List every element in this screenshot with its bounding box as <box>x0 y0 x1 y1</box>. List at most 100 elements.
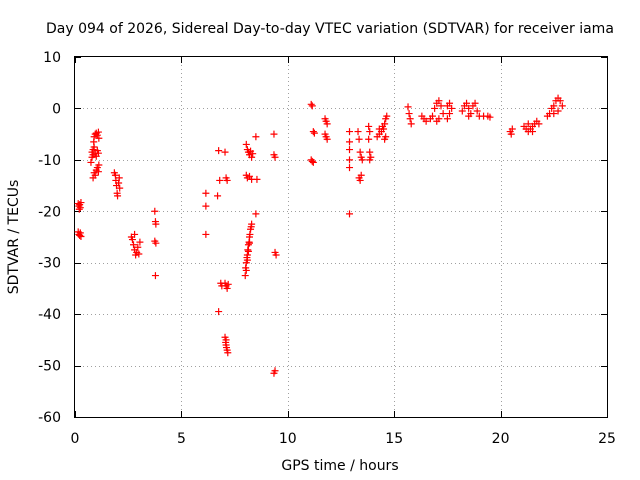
data-point <box>115 179 123 187</box>
data-point <box>429 112 437 120</box>
data-point <box>202 189 210 197</box>
data-point <box>91 171 99 179</box>
data-point <box>95 134 103 142</box>
data-point <box>354 128 362 136</box>
data-point <box>404 103 412 111</box>
data-point <box>242 266 250 274</box>
data-point <box>214 192 222 200</box>
data-point <box>136 238 144 246</box>
data-point <box>356 148 364 156</box>
data-point <box>471 99 479 107</box>
data-point <box>245 239 253 247</box>
data-point <box>242 140 250 148</box>
data-point <box>152 239 160 247</box>
y-axis-label: SDTVAR / TECUs <box>6 180 22 295</box>
data-point <box>446 110 454 118</box>
x-tick-label: 5 <box>177 431 186 447</box>
plot-frame <box>74 56 608 418</box>
data-point <box>216 176 224 184</box>
x-axis-label: GPS time / hours <box>281 458 398 474</box>
data-point <box>253 175 261 183</box>
data-point <box>443 115 451 123</box>
data-point <box>433 117 441 125</box>
data-point <box>151 272 159 280</box>
data-point <box>114 192 122 200</box>
data-point <box>202 202 210 210</box>
data-point <box>508 125 516 133</box>
data-point <box>365 122 373 130</box>
data-point <box>366 128 374 136</box>
data-point <box>473 107 481 115</box>
data-point <box>465 112 473 120</box>
data-point <box>321 130 329 138</box>
data-point <box>437 102 445 110</box>
data-point <box>271 153 279 161</box>
data-point <box>550 110 558 118</box>
data-point <box>90 143 98 151</box>
data-point <box>356 176 364 184</box>
data-point <box>93 131 101 139</box>
data-point <box>243 256 251 264</box>
data-point <box>486 113 494 121</box>
data-point <box>556 97 564 105</box>
data-point <box>94 149 102 157</box>
data-point <box>77 199 85 207</box>
data-point <box>215 308 223 316</box>
data-point <box>115 174 123 182</box>
data-point <box>130 241 138 249</box>
data-point <box>131 230 139 238</box>
data-point <box>248 153 256 161</box>
data-point <box>405 110 413 118</box>
data-point <box>431 104 439 112</box>
axis-ticks <box>75 57 608 418</box>
data-point <box>422 117 430 125</box>
data-point <box>248 220 256 228</box>
data-point <box>76 229 84 237</box>
data-point <box>554 107 562 115</box>
x-tick-label: 0 <box>71 431 80 447</box>
data-point <box>381 135 389 143</box>
data-point <box>152 220 160 228</box>
data-point <box>358 156 366 164</box>
data-point <box>346 146 354 154</box>
data-point <box>558 102 566 110</box>
data-point <box>202 230 210 238</box>
data-point <box>309 128 317 136</box>
data-point <box>323 120 331 128</box>
data-point <box>529 128 537 136</box>
data-point <box>346 128 354 136</box>
y-tick-label: -30 <box>38 256 61 272</box>
data-point <box>448 104 456 112</box>
data-point <box>383 112 391 120</box>
data-point <box>406 115 414 123</box>
y-tick-label: -10 <box>38 153 61 169</box>
data-point <box>346 164 354 172</box>
data-point <box>94 168 102 176</box>
data-point <box>244 246 252 254</box>
grid-lines <box>75 57 607 417</box>
data-point <box>366 156 374 164</box>
data-point <box>308 102 316 110</box>
y-tick-label: -60 <box>38 410 61 426</box>
data-points <box>74 94 566 377</box>
x-tick-label: 10 <box>279 431 297 447</box>
data-point <box>446 99 454 107</box>
data-point <box>346 210 354 218</box>
chart-title: Day 094 of 2026, Sidereal Day-to-day VTE… <box>46 21 614 37</box>
data-point <box>346 156 354 164</box>
y-tick-label: -50 <box>38 359 61 375</box>
data-point <box>355 135 363 143</box>
data-point <box>463 99 471 107</box>
data-point <box>357 171 365 179</box>
y-tick-label: 0 <box>52 101 61 117</box>
y-tick-label: -20 <box>38 204 61 220</box>
data-point <box>366 148 374 156</box>
data-point <box>77 232 85 240</box>
x-tick-label: 20 <box>492 431 510 447</box>
data-point <box>309 158 317 166</box>
data-point <box>507 130 515 138</box>
data-point <box>135 250 143 258</box>
data-point <box>246 230 254 238</box>
y-tick-label: -40 <box>38 307 61 323</box>
